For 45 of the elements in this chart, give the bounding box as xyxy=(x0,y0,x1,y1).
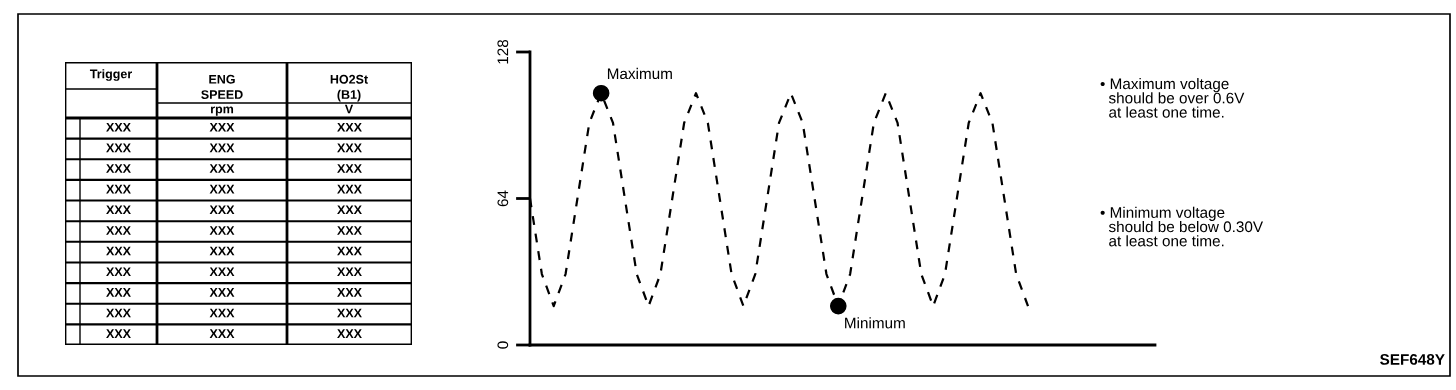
text: XXX xyxy=(106,267,131,277)
text: XXX xyxy=(106,164,131,173)
text: SEF648Y xyxy=(1380,354,1445,365)
text: XXX xyxy=(106,143,131,153)
y-tick-label: 128 xyxy=(497,39,509,64)
text: • Minimum voltage should be below 0.30V at least one time. xyxy=(1100,206,1264,247)
text: rpm xyxy=(211,106,234,116)
text: XXX xyxy=(106,122,131,132)
text: XXX xyxy=(106,308,131,318)
text: XXX xyxy=(106,205,131,215)
text: XXX xyxy=(106,329,131,338)
y-tick-label: 0 xyxy=(497,341,509,349)
text: XXX xyxy=(337,267,362,277)
text: XXX xyxy=(209,205,235,215)
text: XXX xyxy=(106,288,131,297)
text: HO2St (B1) xyxy=(330,74,368,102)
text: XXX xyxy=(209,308,235,318)
series-label: Minimum xyxy=(845,317,905,329)
text: XXX xyxy=(106,226,131,235)
text: XXX xyxy=(209,288,235,297)
text: XXX xyxy=(337,184,362,194)
text: XXX xyxy=(209,143,235,153)
text: XXX xyxy=(209,267,235,277)
text: XXX xyxy=(106,184,131,194)
text: XXX xyxy=(337,143,362,153)
text: XXX xyxy=(209,329,235,338)
text: XXX xyxy=(337,288,362,297)
text: XXX xyxy=(337,308,362,318)
text: XXX xyxy=(337,246,362,256)
text: XXX xyxy=(209,122,235,132)
series-label: Maximum xyxy=(607,67,672,80)
text: XXX xyxy=(337,122,362,132)
text: XXX xyxy=(209,246,235,256)
text: • Maximum voltage should be over 0.6V at least one time. xyxy=(1100,78,1245,118)
text: XXX xyxy=(209,184,235,194)
text: Trigger xyxy=(89,69,132,81)
text: XXX xyxy=(337,205,362,215)
text: XXX xyxy=(337,226,362,235)
text: XXX xyxy=(337,329,362,338)
text: XXX xyxy=(106,246,131,256)
text: XXX xyxy=(209,226,235,235)
text: XXX xyxy=(337,164,362,173)
y-tick-label: 64 xyxy=(497,190,509,207)
text: XXX xyxy=(209,164,235,173)
text: V xyxy=(344,104,354,114)
